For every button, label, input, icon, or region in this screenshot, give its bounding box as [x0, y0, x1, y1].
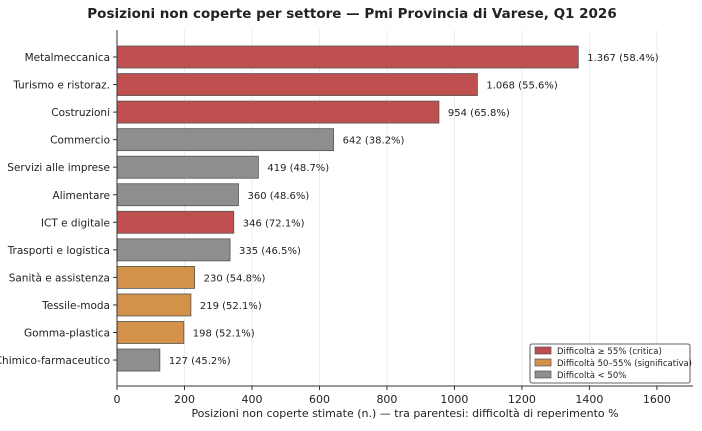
data-label: 127 (45.2%)	[169, 356, 231, 367]
y-tick-label: Turismo e ristoraz.	[12, 80, 110, 92]
legend-label: Difficoltà ≥ 55% (critica)	[557, 347, 662, 357]
y-tick-label: Sanità e assistenza	[9, 272, 110, 284]
y-tick-label: Trasporti e logistica	[7, 245, 110, 257]
x-axis-label: Posizioni non coperte stimate (n.) — tra…	[191, 407, 618, 420]
data-label: 954 (65.8%)	[448, 108, 510, 119]
y-tick-label: Metalmeccanica	[25, 52, 110, 64]
data-label: 219 (52.1%)	[200, 301, 262, 312]
x-tick-label: 600	[309, 393, 330, 406]
bar	[116, 45, 579, 69]
bar	[116, 321, 185, 344]
legend-swatch	[534, 370, 552, 379]
bar	[116, 238, 231, 262]
legend-swatch	[534, 358, 552, 367]
bar	[116, 265, 196, 289]
x-tick-label: 800	[376, 393, 397, 406]
legend-label: Difficoltà < 50%	[557, 371, 626, 381]
data-label: 346 (72.1%)	[243, 218, 305, 229]
y-tick-label: ICT e digitale	[41, 217, 110, 229]
x-tick-label: 400	[241, 393, 262, 406]
bar	[116, 155, 259, 179]
data-label: 335 (46.5%)	[239, 246, 301, 257]
y-tick-label: Costruzioni	[51, 107, 110, 119]
legend-swatch	[534, 346, 552, 355]
bar	[116, 210, 235, 234]
x-tick-label: 1600	[643, 393, 671, 406]
bar	[116, 73, 478, 96]
data-label: 1.367 (58.4%)	[587, 53, 658, 64]
chart-title: Posizioni non coperte per settore — Pmi …	[87, 6, 616, 22]
x-tick-label: 200	[174, 393, 195, 406]
data-label: 419 (48.7%)	[267, 163, 329, 174]
bar	[116, 183, 239, 207]
bar	[116, 100, 440, 124]
legend-label: Difficoltà 50–55% (significativa)	[557, 359, 692, 369]
legend: Difficoltà ≥ 55% (critica) Difficoltà 50–…	[529, 343, 692, 384]
y-tick-label: Commercio	[50, 135, 110, 147]
bar	[116, 348, 161, 372]
bar	[116, 128, 335, 152]
data-label: 1.068 (55.6%)	[486, 81, 557, 92]
y-tick-label: Gomma-plastica	[24, 328, 110, 340]
y-tick-label: Chimico-farmaceutico	[0, 355, 110, 367]
bar	[116, 293, 192, 317]
x-tick-label: 0	[114, 393, 121, 406]
y-tick-label: Alimentare	[53, 190, 110, 202]
x-tick-label: 1000	[440, 393, 468, 406]
data-label: 198 (52.1%)	[193, 329, 255, 340]
y-tick-label: Servizi alle imprese	[7, 162, 110, 174]
data-label: 360 (48.6%)	[247, 191, 309, 202]
data-label: 230 (54.8%)	[204, 273, 266, 284]
legend-frame	[529, 343, 691, 384]
x-tick-label: 1400	[575, 393, 603, 406]
x-tick-label: 1200	[508, 393, 536, 406]
data-label: 642 (38.2%)	[343, 136, 405, 147]
y-tick-label: Tessile-moda	[41, 300, 110, 312]
